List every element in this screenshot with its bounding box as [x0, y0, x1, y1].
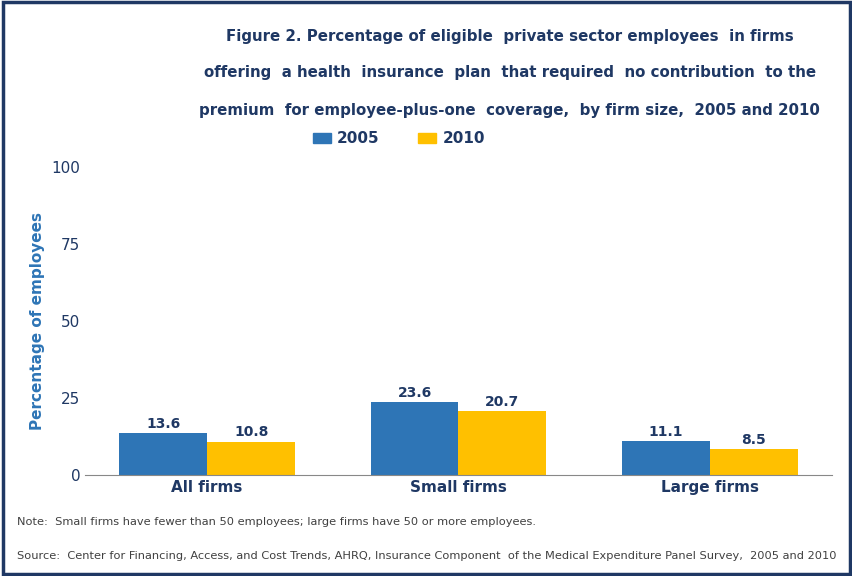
Bar [709, 449, 797, 475]
Y-axis label: Percentage of employees: Percentage of employees [30, 212, 44, 430]
Text: 8.5: 8.5 [740, 433, 765, 446]
Bar [119, 433, 207, 475]
Text: Note:  Small firms have fewer than 50 employees; large firms have 50 or more emp: Note: Small firms have fewer than 50 emp… [17, 517, 535, 527]
Text: 23.6: 23.6 [397, 386, 431, 400]
Text: Figure 2. Percentage of eligible  private sector employees  in firms: Figure 2. Percentage of eligible private… [226, 29, 792, 44]
Text: Advancing
Excellence in
Health Care: Advancing Excellence in Health Care [66, 67, 125, 100]
Text: 13.6: 13.6 [146, 417, 180, 431]
Legend: 2005, 2010: 2005, 2010 [306, 126, 491, 153]
Bar [207, 442, 295, 475]
Text: 20.7: 20.7 [485, 395, 519, 409]
Text: 10.8: 10.8 [233, 426, 268, 439]
Bar [458, 411, 546, 475]
Text: premium  for employee-plus-one  coverage,  by firm size,  2005 and 2010: premium for employee-plus-one coverage, … [199, 103, 819, 118]
Text: AHRQ: AHRQ [50, 25, 131, 50]
Text: Source:  Center for Financing, Access, and Cost Trends, AHRQ, Insurance Componen: Source: Center for Financing, Access, an… [17, 551, 836, 562]
Bar [370, 403, 458, 475]
Text: 11.1: 11.1 [648, 425, 682, 438]
Bar [621, 441, 709, 475]
Text: offering  a health  insurance  plan  that required  no contribution  to the: offering a health insurance plan that re… [204, 65, 815, 79]
